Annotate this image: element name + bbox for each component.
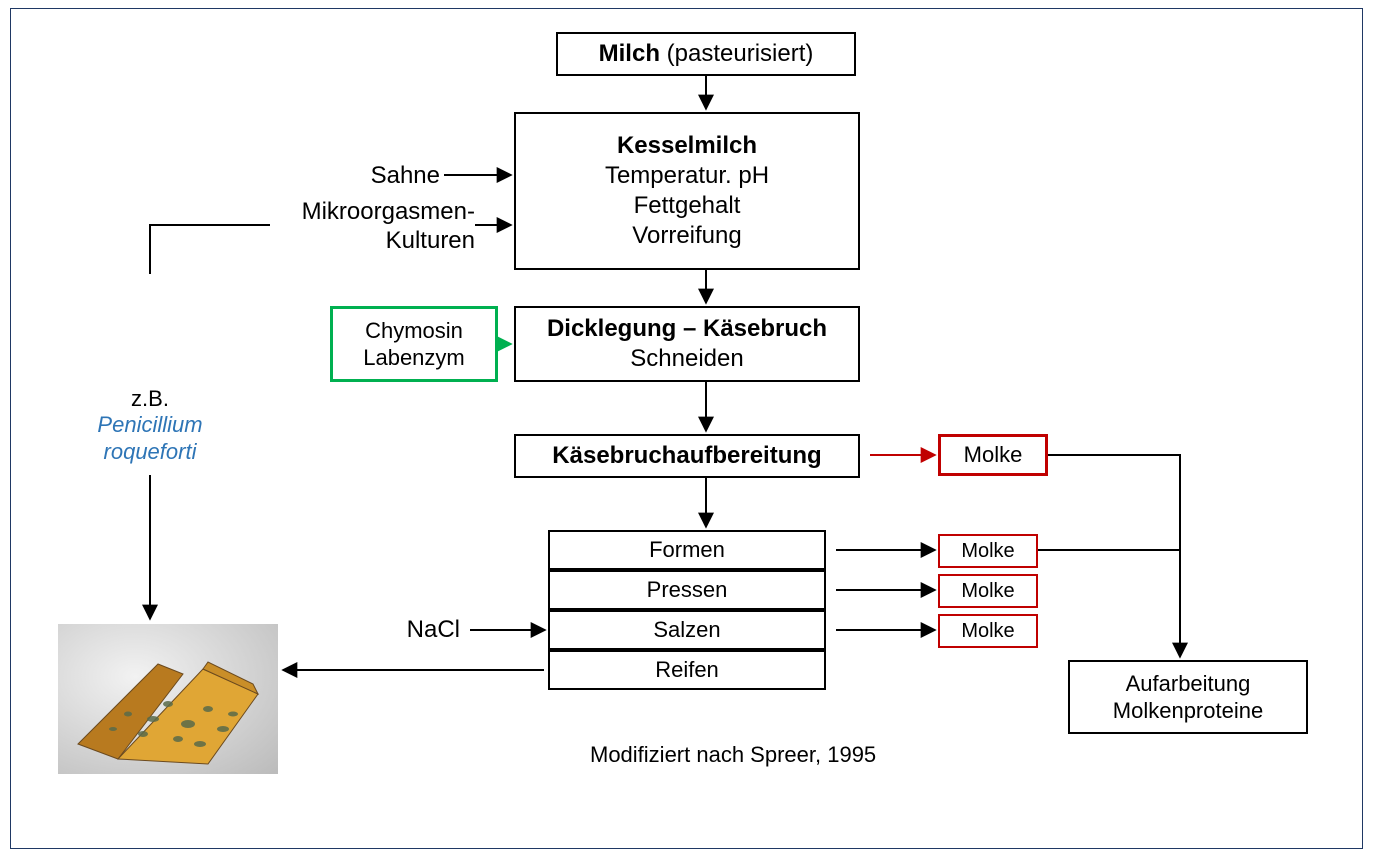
node-salzen: Salzen: [548, 610, 826, 650]
node-molke-4: Molke: [938, 614, 1038, 648]
node-chymosin: Chymosin Labenzym: [330, 306, 498, 382]
citation: Modifiziert nach Spreer, 1995: [590, 742, 1010, 768]
node-aufbereitung: Käsebruchaufbereitung: [514, 434, 860, 478]
aufbereitung-label: Käsebruchaufbereitung: [552, 441, 821, 471]
chymosin-l1: Chymosin: [365, 317, 463, 345]
node-kesselmilch: Kesselmilch Temperatur. pH Fettgehalt Vo…: [514, 112, 860, 270]
node-reifen: Reifen: [548, 650, 826, 690]
node-molke-2: Molke: [938, 534, 1038, 568]
kessel-l1: Temperatur. pH: [605, 161, 769, 191]
node-pressen: Pressen: [548, 570, 826, 610]
label-mikro: Mikroorgasmen- Kulturen: [270, 198, 475, 256]
milch-rest: (pasteurisiert): [660, 40, 813, 67]
node-dicklegung: Dicklegung – Käsebruch Schneiden: [514, 306, 860, 382]
node-formen: Formen: [548, 530, 826, 570]
node-aufarbeitung: Aufarbeitung Molkenproteine: [1068, 660, 1308, 734]
cheese-image: [58, 624, 278, 774]
kessel-l2: Fettgehalt: [634, 191, 741, 221]
kessel-l3: Vorreifung: [632, 221, 741, 251]
label-nacl: NaCl: [400, 616, 460, 645]
chymosin-l2: Labenzym: [363, 344, 465, 372]
milch-bold: Milch: [599, 40, 660, 67]
node-molke-1: Molke: [938, 434, 1048, 476]
label-penicillium: z.B. Penicillium roqueforti: [60, 386, 240, 465]
kessel-title: Kesselmilch: [617, 131, 757, 161]
label-sahne: Sahne: [360, 162, 440, 191]
node-molke-3: Molke: [938, 574, 1038, 608]
node-milch: Milch (pasteurisiert): [556, 32, 856, 76]
dick-title: Dicklegung – Käsebruch: [547, 314, 827, 344]
dick-l1: Schneiden: [630, 344, 743, 374]
